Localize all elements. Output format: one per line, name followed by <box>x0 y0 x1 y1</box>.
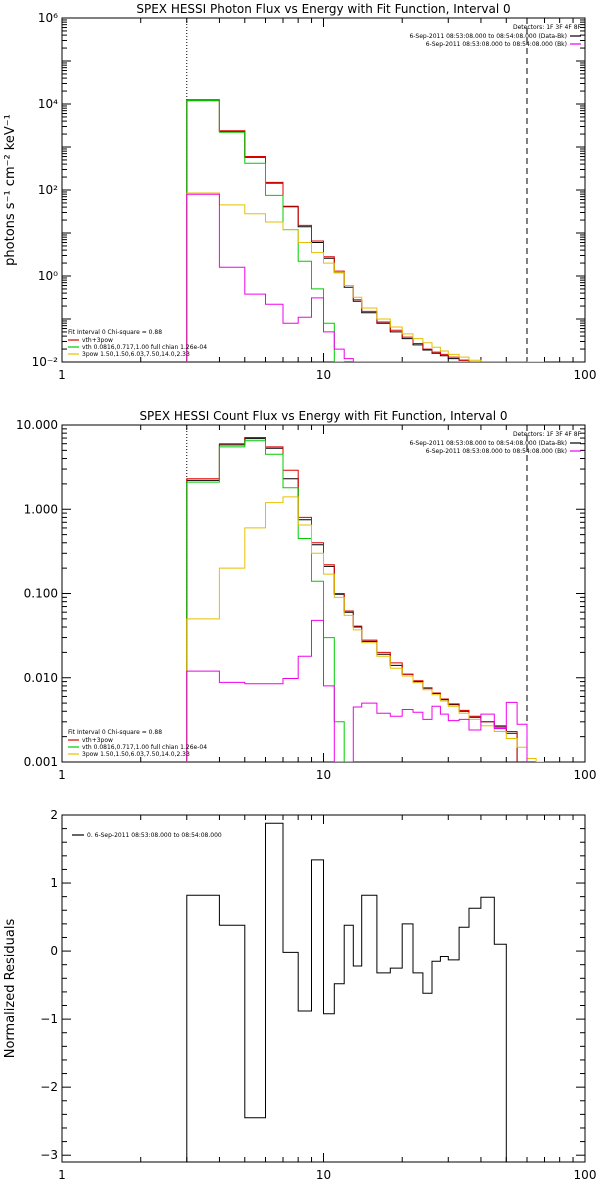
legend-left-label: 3pow 1.50,1.50,6.03,7.50,14.0,2.33 <box>82 751 190 758</box>
legend-right-label: 6-Sep-2011 08:53:08.000 to 08:54:08.000 … <box>409 33 567 40</box>
x-tick-label: 100 <box>574 368 597 382</box>
x-tick-label: 100 <box>574 768 597 782</box>
x-tick-label: 1 <box>58 368 66 382</box>
y-tick-label: −3 <box>40 1148 58 1162</box>
series-group <box>186 822 507 1162</box>
y-tick-label: 10⁴ <box>38 97 58 111</box>
y-tick-label: 1 <box>50 876 58 890</box>
y-tick-label: 10² <box>38 183 58 197</box>
y-tick-label: 10⁰ <box>38 269 58 283</box>
fit-legend-title: Fit Interval 0 Chi-square = 0.88 <box>68 329 162 336</box>
detectors-label: Detectors: 1F 3F 4F 8F <box>513 24 582 31</box>
chart-title: SPEX HESSI Count Flux vs Energy with Fit… <box>139 409 507 423</box>
y-axis-label: Normalized Residuals <box>3 919 18 1059</box>
y-tick-label: 0 <box>50 944 58 958</box>
y-tick-label: 2 <box>50 808 58 822</box>
fit-legend-title: Fit Interval 0 Chi-square = 0.88 <box>68 729 162 736</box>
y-tick-label: 0.010 <box>24 671 58 685</box>
y-tick-label: −1 <box>40 1012 58 1026</box>
x-tick-label: 10 <box>316 1168 331 1182</box>
legend-right-label: 6-Sep-2011 08:53:08.000 to 08:54:08.000 … <box>409 440 567 447</box>
series-group <box>186 437 545 762</box>
legend-left-label: vth+3pow <box>82 737 113 744</box>
y-axis-label: photons s⁻¹ cm⁻² keV⁻¹ <box>3 114 18 266</box>
series-data-line <box>186 822 507 1162</box>
legend-left-label: vth+3pow <box>82 337 113 344</box>
chart-title: SPEX HESSI Photon Flux vs Energy with Fi… <box>136 2 510 16</box>
legend-left-label: 3pow 1.50,1.50,6.03,7.50,14.0,2.33 <box>82 351 190 358</box>
series-background-line <box>186 193 527 362</box>
series-group <box>186 99 545 362</box>
y-tick-label: 1.000 <box>24 502 58 516</box>
legend-right-label: 6-Sep-2011 08:53:08.000 to 08:54:08.000 … <box>426 41 567 48</box>
x-tick-label: 1 <box>58 1168 66 1182</box>
series-total-line <box>186 99 518 362</box>
series-powerlaw-line <box>186 192 545 362</box>
y-tick-label: 10.000 <box>16 418 58 432</box>
y-tick-label: 0.100 <box>24 587 58 601</box>
series-background-line <box>186 619 528 762</box>
y-tick-label: 10⁻² <box>32 355 59 369</box>
x-tick-label: 10 <box>316 768 331 782</box>
series-thermal-line <box>186 100 345 362</box>
x-tick-label: 100 <box>574 1168 597 1182</box>
series-thermal-line <box>186 440 354 762</box>
legend-top-label: 0. 6-Sep-2011 08:53:08.000 to 08:54:08.0… <box>87 832 222 839</box>
series-powerlaw-line <box>186 496 545 762</box>
legend-left-label: vth 0.0816,0.717,1.00 full chian 1.26e-0… <box>82 344 207 351</box>
x-tick-label: 1 <box>58 768 66 782</box>
detectors-label: Detectors: 1F 3F 4F 8F <box>513 431 582 438</box>
y-tick-label: −2 <box>40 1080 58 1094</box>
legend-right-label: 6-Sep-2011 08:53:08.000 to 08:54:08.000 … <box>426 448 567 455</box>
x-tick-label: 10 <box>316 368 331 382</box>
legend-left-label: vth 0.0816,0.717,1.00 full chian 1.26e-0… <box>82 744 207 751</box>
y-tick-label: 10⁶ <box>38 11 58 25</box>
y-tick-label: 0.001 <box>24 755 58 769</box>
series-data-line <box>186 100 518 362</box>
